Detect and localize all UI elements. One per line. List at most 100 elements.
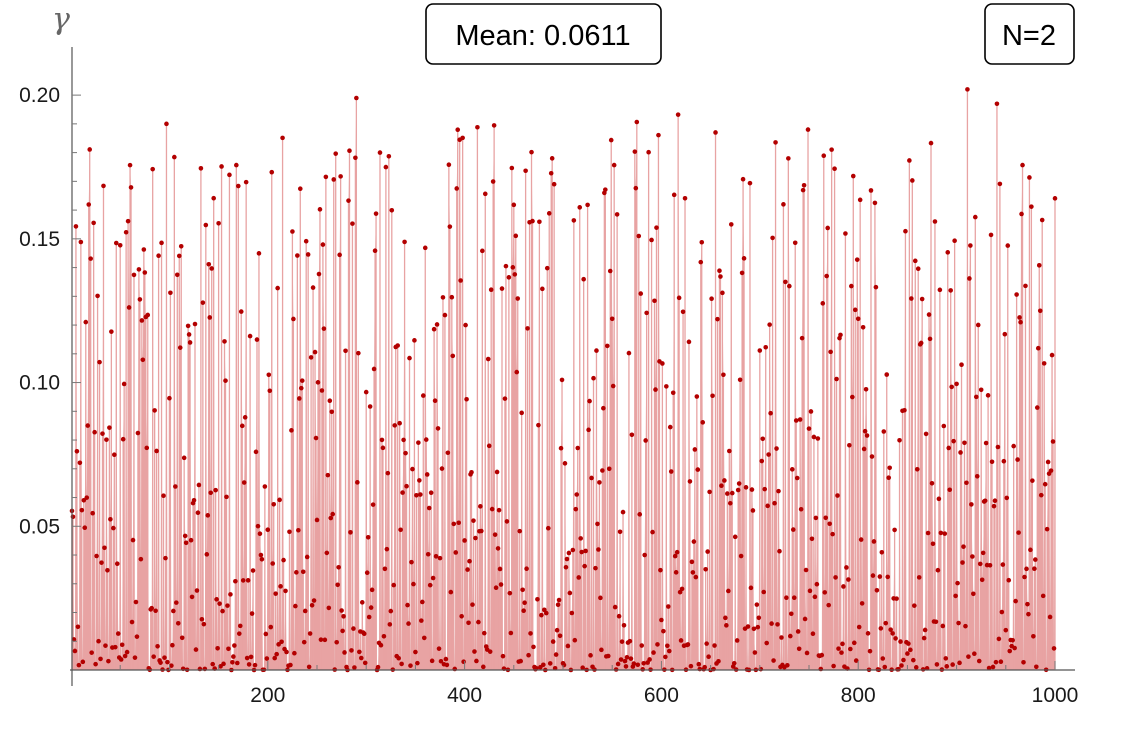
data-point <box>447 224 453 229</box>
data-point <box>914 467 920 472</box>
data-point <box>774 446 779 451</box>
data-point <box>706 654 711 659</box>
data-point <box>165 659 170 665</box>
data-point <box>619 639 625 644</box>
data-point <box>113 240 119 246</box>
data-point <box>792 240 798 246</box>
data-point <box>729 490 735 496</box>
data-point <box>844 565 849 570</box>
data-point <box>634 119 640 125</box>
data-point <box>768 410 773 416</box>
data-point <box>691 539 697 544</box>
data-point <box>206 261 212 267</box>
data-point <box>1048 468 1054 473</box>
data-point <box>76 662 82 668</box>
data-point <box>427 582 433 588</box>
data-point <box>813 515 819 521</box>
data-point <box>502 396 508 401</box>
data-point <box>85 423 91 428</box>
data-point <box>705 549 710 554</box>
data-point <box>291 316 296 322</box>
data-point <box>307 631 313 636</box>
data-point <box>407 355 412 361</box>
data-point <box>781 202 786 207</box>
data-point <box>350 221 355 226</box>
data-point <box>749 487 755 492</box>
data-point <box>726 588 731 594</box>
data-point <box>688 663 694 669</box>
data-point <box>397 420 402 426</box>
data-point <box>601 405 606 411</box>
data-point <box>137 297 143 302</box>
data-point <box>388 608 394 614</box>
data-point <box>994 101 1000 107</box>
data-point <box>139 318 145 323</box>
data-point <box>198 166 204 171</box>
data-point <box>79 507 85 513</box>
data-point <box>702 664 708 670</box>
data-point <box>913 665 919 670</box>
mean-annotation-text: Mean: 0.0611 <box>455 20 630 52</box>
data-point <box>453 550 459 555</box>
data-point <box>558 445 564 451</box>
data-point <box>966 654 971 659</box>
data-point <box>521 608 526 614</box>
data-point <box>356 350 361 356</box>
data-point <box>1041 361 1047 366</box>
data-point <box>878 626 884 631</box>
data-point <box>812 594 818 600</box>
data-point <box>696 661 702 667</box>
data-point <box>163 555 168 561</box>
data-point <box>378 642 384 648</box>
data-point <box>142 270 148 275</box>
data-point <box>954 381 959 387</box>
data-point <box>920 667 926 672</box>
data-point <box>422 245 428 251</box>
data-point <box>668 469 674 474</box>
data-point <box>95 293 100 299</box>
data-point <box>268 624 274 630</box>
data-point <box>173 484 178 489</box>
data-point <box>544 265 550 271</box>
data-point <box>646 149 651 155</box>
data-point <box>838 332 843 338</box>
data-point <box>363 389 369 395</box>
data-point <box>902 407 907 413</box>
data-point <box>252 662 258 668</box>
data-point <box>947 487 953 493</box>
data-point <box>1004 495 1010 501</box>
data-point <box>887 465 892 471</box>
data-point <box>275 285 280 291</box>
data-point <box>698 259 704 265</box>
data-point <box>81 497 87 503</box>
x-tick-label: 400 <box>447 684 482 707</box>
data-point <box>246 662 252 667</box>
data-point <box>162 655 167 660</box>
data-point <box>761 589 767 595</box>
data-point <box>242 415 248 420</box>
data-point <box>591 375 596 381</box>
data-point <box>627 638 633 644</box>
data-point <box>296 527 301 533</box>
data-point <box>703 566 708 572</box>
data-point <box>154 448 159 454</box>
data-point <box>1037 308 1043 314</box>
data-point <box>980 550 986 556</box>
data-point <box>174 600 179 605</box>
data-point <box>258 552 264 558</box>
data-point <box>710 393 715 399</box>
data-point <box>454 186 460 191</box>
data-point <box>822 590 828 595</box>
data-point <box>114 561 120 567</box>
data-point <box>825 225 830 231</box>
y-axis-ticks: 0.05 0.10 0.15 0.20 <box>19 84 81 642</box>
data-point <box>164 121 169 127</box>
x-tick-label: 1000 <box>1032 684 1079 707</box>
data-point <box>948 288 953 293</box>
data-point <box>890 631 895 636</box>
data-point <box>248 654 254 660</box>
data-point <box>593 565 598 571</box>
data-point <box>230 659 235 665</box>
data-point <box>763 344 769 350</box>
data-point <box>437 555 443 561</box>
